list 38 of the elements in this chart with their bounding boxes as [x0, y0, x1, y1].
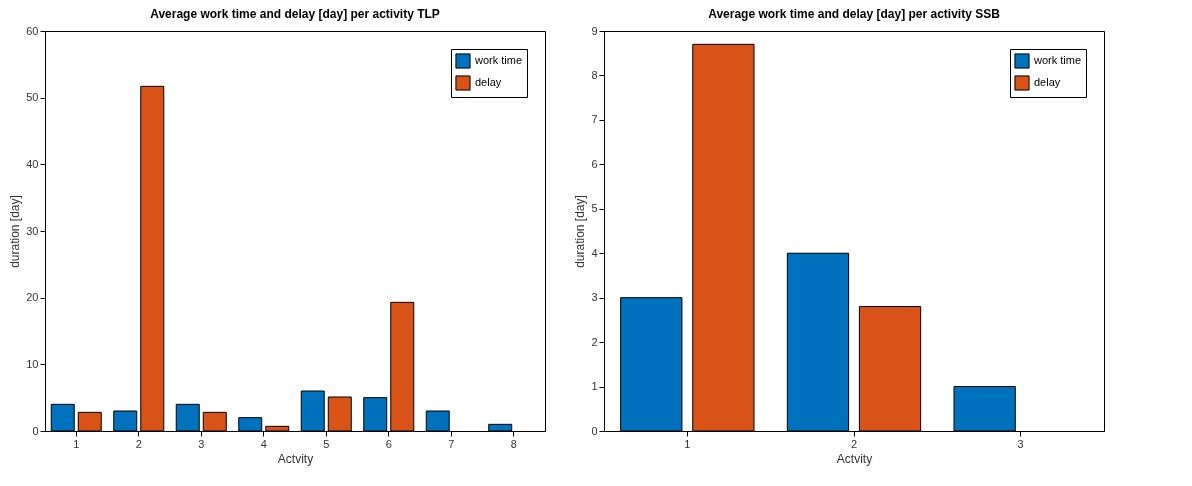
x-tick-label: 8 — [510, 437, 517, 450]
x-tick-label: 4 — [260, 437, 267, 450]
y-axis-title: duration [day] — [8, 195, 23, 268]
x-tick-label: 3 — [198, 437, 205, 450]
y-tick-label: 6 — [591, 157, 598, 170]
y-tick-label: 5 — [591, 202, 598, 215]
y-tick-label: 60 — [26, 24, 39, 37]
legend-label: delay — [475, 76, 502, 88]
y-tick-label: 0 — [32, 424, 39, 437]
y-tick-label: 30 — [26, 224, 39, 237]
x-tick-label: 1 — [684, 437, 691, 450]
y-tick-label: 10 — [26, 357, 39, 370]
x-tick-label: 3 — [1017, 437, 1024, 450]
y-tick-label: 20 — [26, 291, 39, 304]
y-axis-title: duration [day] — [573, 195, 588, 268]
x-tick-label: 2 — [850, 437, 858, 450]
x-axis-title: Actvity — [277, 451, 314, 466]
x-tick-label: 1 — [73, 437, 80, 450]
y-tick-label: 3 — [591, 291, 598, 304]
y-tick-label: 1 — [591, 380, 598, 393]
y-tick-label: 4 — [591, 246, 598, 259]
y-tick-label: 9 — [591, 24, 598, 37]
chart-title: Average work time and delay [day] per activity TLP — [150, 7, 440, 21]
y-tick-label: 8 — [591, 68, 598, 81]
x-tick-label: 6 — [385, 437, 392, 450]
y-tick-label: 7 — [591, 113, 598, 126]
y-tick-label: 2 — [591, 335, 598, 348]
x-tick-label: 7 — [448, 437, 455, 450]
x-tick-label: 2 — [135, 437, 142, 450]
legend-label: delay — [1034, 76, 1061, 88]
y-tick-label: 0 — [591, 424, 598, 437]
y-tick-label: 40 — [26, 157, 39, 170]
x-tick-label: 5 — [323, 437, 330, 450]
chart-title: Average work time and delay [day] per activity SSB — [708, 7, 1001, 21]
legend-label: work time — [1033, 54, 1082, 66]
y-tick-label: 50 — [26, 91, 39, 104]
x-axis-title: Actvity — [836, 451, 873, 466]
legend-label: work time — [474, 54, 523, 66]
